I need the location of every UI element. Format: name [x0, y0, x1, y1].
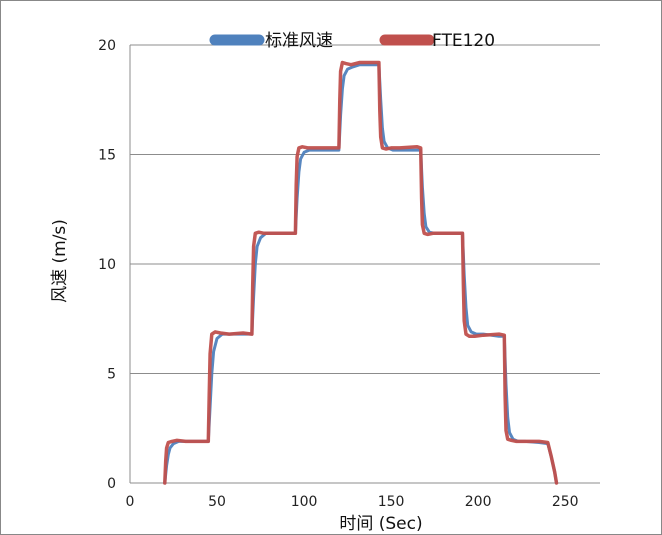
legend-label-1: FTE120	[432, 31, 495, 51]
y-tick-label: 0	[107, 476, 116, 492]
x-tick-label: 250	[552, 494, 579, 510]
y-tick-label: 15	[98, 148, 116, 164]
y-axis-title: 风速 (m/s)	[50, 219, 70, 303]
x-axis-title: 时间 (Sec)	[339, 514, 422, 534]
legend: 标准风速 FTE120	[209, 31, 495, 51]
y-tick-labels: 0 5 10 15 20	[98, 38, 116, 492]
y-tick-label: 20	[98, 38, 116, 54]
x-tick-label: 150	[378, 494, 405, 510]
y-tick-label: 5	[107, 367, 116, 383]
series-line-0	[163, 63, 558, 485]
series-line-1	[163, 60, 559, 485]
x-tick-label: 50	[208, 494, 226, 510]
gridlines	[130, 44, 600, 374]
axes	[129, 45, 600, 484]
x-tick-label: 200	[465, 494, 492, 510]
x-tick-label: 100	[291, 494, 318, 510]
x-tick-label: 0	[126, 494, 135, 510]
y-tick-label: 10	[98, 257, 116, 273]
legend-label-0: 标准风速	[265, 31, 333, 51]
series-lines	[163, 60, 559, 485]
x-tick-labels: 0 50 100 150 200 250	[126, 494, 579, 510]
